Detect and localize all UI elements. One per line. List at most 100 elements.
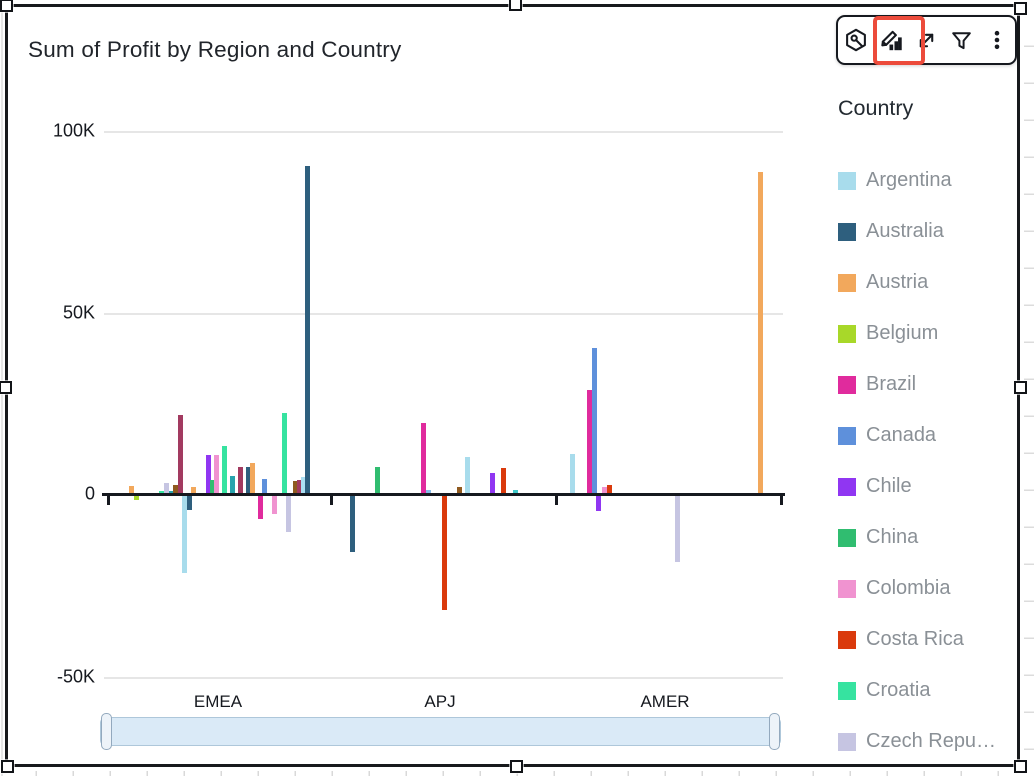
visual-toolbar [836,15,1017,65]
x-axis-line [102,492,785,496]
legend-item-austria[interactable]: Austria [838,271,928,294]
bar-AMER[interactable] [596,494,601,512]
legend-item-label: Czech Repu… [866,730,997,752]
legend-item-brazil[interactable]: Brazil [838,373,916,396]
bar-EMEA[interactable] [292,480,298,494]
legend-item-colombia[interactable]: Colombia [838,577,950,600]
x-axis-tick [555,496,558,505]
bar-APJ[interactable] [441,494,447,611]
legend-item-china[interactable]: China [838,526,918,549]
bar-EMEA[interactable] [286,494,291,533]
bar-AMER[interactable] [606,485,612,494]
legend-item-costa-rica[interactable]: Costa Rica [838,628,964,651]
legend-swatch [838,171,856,190]
bar-EMEA[interactable] [128,485,134,494]
resize-handle-middle-left[interactable] [0,381,12,394]
legend-item-czech-repu-[interactable]: Czech Repu… [838,730,996,753]
legend-swatch [838,426,856,445]
legend-item-croatia[interactable]: Croatia [838,679,930,702]
bar-EMEA[interactable] [272,494,277,515]
visual-title: Sum of Profit by Region and Country [28,37,402,62]
x-axis-scrollbar[interactable] [100,717,781,746]
bar-EMEA[interactable] [191,486,196,494]
filter-icon[interactable] [945,20,979,60]
bar-APJ[interactable] [425,489,431,494]
bar-AMER[interactable] [587,389,592,494]
bar-EMEA[interactable] [261,479,267,494]
bar-EMEA[interactable] [250,463,255,494]
bar-APJ[interactable] [374,466,380,494]
sheet-grid-bottom [0,771,1034,776]
legend-item-label: Colombia [866,577,951,599]
legend-item-canada[interactable]: Canada [838,424,936,447]
legend-item-belgium[interactable]: Belgium [838,322,938,345]
menu-icon[interactable] [980,20,1014,60]
legend-swatch [838,579,856,598]
resize-handle-bottom-left[interactable] [1,760,14,773]
legend-item-label: Argentina [866,169,952,191]
bar-EMEA[interactable] [221,445,227,494]
bar-AMER[interactable] [757,171,763,494]
resize-handle-bottom-middle[interactable] [510,760,523,773]
x-axis-label-AMER: AMER [640,692,690,711]
bar-APJ[interactable] [349,494,355,553]
bar-APJ[interactable] [489,472,495,494]
bar-AMER[interactable] [674,494,680,563]
bar-EMEA[interactable] [177,414,183,494]
bar-AMER[interactable] [569,453,575,494]
bar-APJ[interactable] [512,490,518,494]
bar-EMEA[interactable] [205,454,211,494]
x-axis-tick [107,496,110,505]
bar-EMEA[interactable] [229,475,235,494]
legend-swatch [838,273,856,292]
resize-handle-top-right[interactable] [1014,2,1027,15]
legend-item-australia[interactable]: Australia [838,220,944,243]
legend-item-label: Chile [866,475,912,497]
scrollbar-right-handle[interactable] [769,713,780,750]
bar-AMER[interactable] [601,486,607,494]
bar-APJ[interactable] [464,456,470,494]
bar-APJ[interactable] [500,467,506,494]
bar-APJ[interactable] [456,486,462,494]
maximize-icon[interactable] [909,20,943,60]
bar-EMEA[interactable] [257,494,263,520]
legend-swatch [838,528,856,547]
bar-EMEA[interactable] [163,483,169,494]
bar-EMEA[interactable] [245,467,251,494]
scrollbar-left-handle[interactable] [101,713,112,750]
bar-EMEA[interactable] [305,166,310,494]
bar-EMEA[interactable] [281,412,287,494]
y-tick-label: 50K [62,302,95,323]
legend-swatch [838,324,856,343]
y-tick-label: 100K [52,120,95,141]
x-axis-tick [330,496,333,505]
y-tick-label: -50K [56,666,95,687]
legend-item-label: Canada [866,424,937,446]
resize-handle-bottom-right[interactable] [1014,760,1027,773]
legend-item-label: Costa Rica [866,628,964,650]
resize-handle-middle-right[interactable] [1014,381,1027,394]
legend-item-argentina[interactable]: Argentina [838,169,952,192]
bar-EMEA[interactable] [182,494,187,574]
bar-EMEA[interactable] [134,494,139,500]
bar-EMEA[interactable] [186,494,192,511]
legend-swatch [838,477,856,496]
bar-AMER[interactable] [591,348,597,494]
bar-EMEA[interactable] [168,490,174,494]
bar-EMEA[interactable] [214,454,219,494]
bar-EMEA[interactable] [300,477,306,494]
gridline-100K [104,131,783,133]
resize-handle-top-left[interactable] [0,0,13,12]
legend-item-chile[interactable]: Chile [838,475,912,498]
bar-EMEA[interactable] [296,479,302,494]
legend-item-label: China [866,526,919,548]
legend-swatch [838,375,856,394]
insights-hexagon-icon[interactable] [839,20,873,60]
edit-visual-icon[interactable] [874,20,908,60]
bar-EMEA[interactable] [173,485,178,494]
legend-item-label: Croatia [866,679,931,701]
bar-EMEA[interactable] [237,467,243,494]
bar-APJ[interactable] [420,423,426,494]
resize-handle-top-middle[interactable] [509,0,522,11]
bar-EMEA[interactable] [209,479,215,494]
